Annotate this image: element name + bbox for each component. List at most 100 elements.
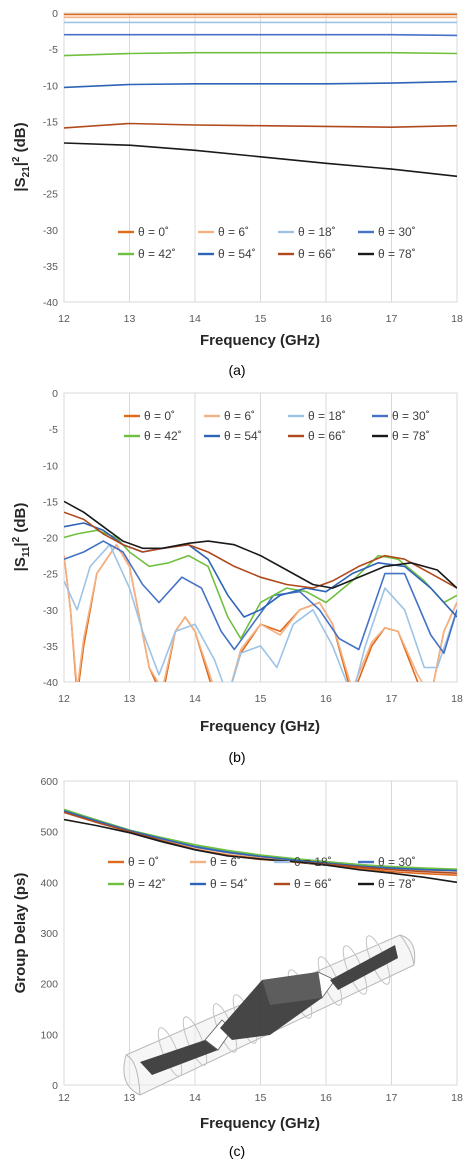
y-tick-label-c: 100	[40, 1029, 58, 1041]
x-ticks-c: 12 13 14 15 16 17 18	[58, 1092, 463, 1104]
y-tick-label-c: 400	[40, 877, 58, 889]
legend-label-a-0: θ = 0˚	[138, 225, 169, 239]
legend-label-a-2: θ = 18˚	[298, 225, 336, 239]
y-tick-label-b: -15	[43, 496, 58, 508]
x-tick-label-c: 17	[386, 1092, 398, 1104]
y-tick-label-a: -5	[49, 44, 58, 56]
x-axis-label-b: Frequency (GHz)	[200, 718, 320, 735]
legend-label-b-4: θ = 42˚	[144, 429, 182, 443]
x-tick-label-b: 15	[255, 693, 267, 705]
legend-label-b-7: θ = 78˚	[392, 429, 430, 443]
series-line-b-2	[64, 543, 457, 682]
y-tick-label-b: -20	[43, 533, 58, 545]
y-tick-label-b: -30	[43, 605, 58, 617]
series-line-c-7	[64, 818, 457, 884]
legend-label-a-5: θ = 54˚	[218, 247, 256, 261]
series-lines-b	[64, 500, 457, 682]
x-tick-label-c: 16	[320, 1092, 332, 1104]
x-tick-label-b: 14	[189, 693, 201, 705]
y-tick-label-a: -20	[43, 153, 58, 165]
legend-label-a-3: θ = 30˚	[378, 225, 416, 239]
legend-label-b-3: θ = 30˚	[392, 409, 430, 423]
legend-label-a-1: θ = 6˚	[218, 225, 249, 239]
legend-c: θ = 0˚ θ = 6˚ θ = 18˚ θ = 30˚ θ = 42˚ θ = 54˚…	[108, 855, 416, 891]
y-tick-label-a: -40	[43, 297, 58, 309]
caption-b: (b)	[228, 749, 245, 765]
x-tick-label-b: 18	[451, 693, 463, 705]
x-tick-label-b: 17	[386, 693, 398, 705]
legend-label-b-6: θ = 66˚	[308, 429, 346, 443]
series-line-a-3	[64, 33, 457, 37]
x-tick-label-a: 12	[58, 313, 70, 325]
series-line-b-3	[64, 540, 457, 654]
x-ticks-a: 12 13 14 15 16 17 18	[58, 313, 463, 325]
y-tick-label-a: -25	[43, 189, 58, 201]
y-tick-label-a: -35	[43, 261, 58, 273]
panel-b: 0-5-10-15-20-25-30-35-40 12 13 14 15 16 17 18 …	[11, 388, 463, 765]
x-axis-label-a: Frequency (GHz)	[200, 332, 320, 349]
x-tick-label-a: 14	[189, 313, 201, 325]
y-tick-label-c: 200	[40, 979, 58, 991]
legend-label-c-3: θ = 30˚	[378, 855, 416, 869]
x-tick-label-b: 13	[124, 693, 136, 705]
legend-label-b-0: θ = 0˚	[144, 409, 175, 423]
legend-label-a-6: θ = 66˚	[298, 247, 336, 261]
series-line-a-5	[64, 80, 457, 89]
y-ticks-b: 0 -5 -10 -15 -20 -25 -30 -35 -40	[43, 388, 58, 689]
x-tick-label-a: 17	[386, 313, 398, 325]
panel-c: 600 500 400 300 200 100 0 12 13 14 15 16 17 18 θ = 0…	[12, 776, 463, 1159]
legend-label-b-2: θ = 18˚	[308, 409, 346, 423]
panel-a: 0-5-10-15-20-25-30-35-40 12 13 14 15 16 17 18 …	[11, 8, 463, 378]
legend-a: θ = 0˚ θ = 6˚ θ = 18˚ θ = 30˚ θ = 42˚ θ = 54˚…	[118, 225, 416, 261]
legend-label-c-4: θ = 42˚	[128, 877, 166, 891]
legend-label-a-7: θ = 78˚	[378, 247, 416, 261]
y-tick-label-b: 0	[52, 388, 58, 400]
legend-label-b-5: θ = 54˚	[224, 429, 262, 443]
series-lines-c	[64, 808, 457, 884]
legend-label-c-2: θ = 18˚	[294, 855, 332, 869]
y-tick-label-c: 500	[40, 827, 58, 839]
y-tick-label-c: 300	[40, 928, 58, 940]
legend-label-c-5: θ = 54˚	[210, 877, 248, 891]
x-tick-label-c: 18	[451, 1092, 463, 1104]
legend-b: θ = 0˚ θ = 6˚ θ = 18˚ θ = 30˚ θ = 42˚ θ = 54˚…	[124, 409, 430, 443]
series-line-b-7	[64, 500, 457, 589]
x-axis-label-c: Frequency (GHz)	[200, 1115, 320, 1132]
y-ticks-c: 600 500 400 300 200 100 0	[40, 776, 58, 1092]
y-axis-label-b: |S11|2 (dB)	[11, 503, 32, 572]
legend-label-c-0: θ = 0˚	[128, 855, 159, 869]
y-ticks-a: 0 -5 -10 -15 -20 -25 -30 -35 -40	[43, 8, 58, 309]
series-line-b-6	[64, 511, 457, 589]
x-tick-label-b: 16	[320, 693, 332, 705]
series-line-a-7	[64, 142, 457, 178]
series-line-a-6	[64, 122, 457, 129]
y-tick-label-a: -10	[43, 80, 58, 92]
caption-a: (a)	[228, 362, 245, 378]
caption-c: (c)	[229, 1143, 245, 1159]
x-tick-label-c: 15	[255, 1092, 267, 1104]
legend-label-b-1: θ = 6˚	[224, 409, 255, 423]
y-tick-label-a: -30	[43, 225, 58, 237]
x-tick-label-c: 12	[58, 1092, 70, 1104]
y-tick-label-a: 0	[52, 8, 58, 20]
legend-label-a-4: θ = 42˚	[138, 247, 176, 261]
legend-label-c-7: θ = 78˚	[378, 877, 416, 891]
device-3d-inset	[123, 934, 416, 1096]
y-axis-label-c: Group Delay (ps)	[12, 873, 29, 994]
y-tick-label-c: 0	[52, 1080, 58, 1092]
x-tick-label-a: 13	[124, 313, 136, 325]
legend-label-c-6: θ = 66˚	[294, 877, 332, 891]
x-tick-label-a: 18	[451, 313, 463, 325]
x-tick-label-c: 13	[124, 1092, 136, 1104]
series-line-c-5	[64, 810, 457, 872]
x-tick-label-a: 15	[255, 313, 267, 325]
y-tick-label-b: -35	[43, 641, 58, 653]
y-tick-label-c: 600	[40, 776, 58, 788]
x-tick-label-a: 16	[320, 313, 332, 325]
y-tick-label-b: -10	[43, 460, 58, 472]
x-tick-label-b: 12	[58, 693, 70, 705]
x-tick-label-c: 14	[189, 1092, 201, 1104]
y-tick-label-b: -25	[43, 569, 58, 581]
y-tick-label-b: -5	[49, 424, 58, 436]
